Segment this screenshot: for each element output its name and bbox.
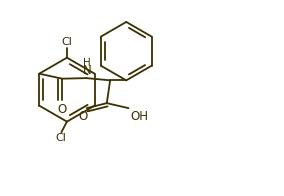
Text: Cl: Cl <box>55 133 66 143</box>
Text: O: O <box>57 103 67 116</box>
Text: OH: OH <box>131 110 149 123</box>
Text: N: N <box>82 64 91 77</box>
Text: O: O <box>79 110 88 122</box>
Text: H: H <box>83 58 91 68</box>
Text: Cl: Cl <box>62 37 72 47</box>
